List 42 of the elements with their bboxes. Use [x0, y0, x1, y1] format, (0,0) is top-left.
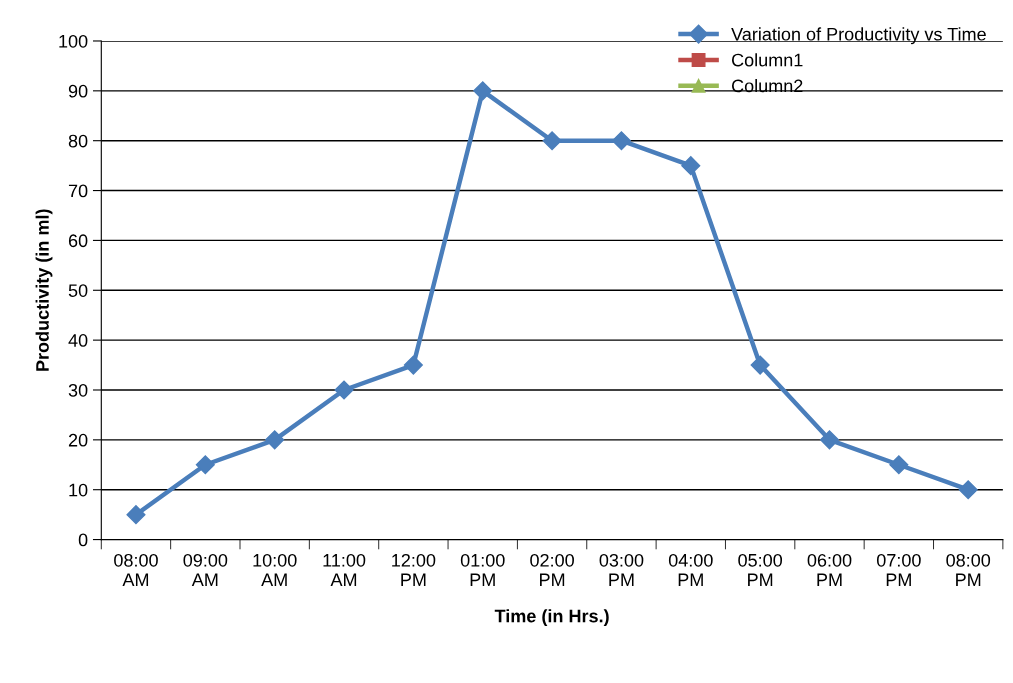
point [403, 355, 423, 375]
x-tick-label: 11:00 AM [323, 553, 366, 586]
point [819, 430, 840, 450]
x-tick-label: 04:00 PM [668, 553, 713, 586]
x-tick-label: 05:00 PM [738, 553, 783, 586]
y-tick-label: 30 [68, 383, 88, 397]
point [195, 455, 215, 475]
y-tick-label: 70 [68, 184, 88, 198]
point [126, 505, 146, 525]
legend-label: Variation of Productivity vs Time [731, 27, 986, 45]
y-tick-label: 0 [78, 533, 88, 547]
point [334, 380, 354, 400]
x-tick-label: 10:00 AM [253, 553, 297, 586]
point [611, 131, 631, 151]
x-tick-label: 02:00 PM [530, 553, 574, 586]
y-tick-label: 90 [68, 84, 88, 98]
y-tick-label: 40 [68, 334, 88, 347]
y-tick-label: 50 [68, 284, 88, 297]
point [542, 131, 562, 151]
point [889, 455, 909, 475]
x-tick-label: 06:00 PM [807, 553, 852, 586]
legend-label: Column1 [731, 53, 803, 67]
legend-label: Column2 [731, 79, 803, 93]
point [473, 81, 493, 101]
y-tick-label: 60 [68, 234, 88, 248]
x-tick-label: 08:00 AM [114, 553, 158, 586]
point [265, 430, 285, 450]
y-axis-title: Productivity (in ml) [35, 209, 53, 371]
y-tick-label: 100 [59, 34, 88, 48]
x-axis-title: Time (in Hrs.) [494, 609, 609, 627]
y-tick-label: 80 [68, 134, 88, 148]
x-tick-label: 09:00 AM [183, 553, 228, 586]
y-tick-label: 20 [68, 433, 88, 447]
x-tick-label: 01:00 PM [460, 553, 505, 586]
x-tick-label: 03:00 PM [599, 553, 644, 586]
point [681, 156, 701, 176]
x-tick-label: 12:00 PM [392, 553, 436, 586]
x-tick-label: 08:00 PM [946, 553, 991, 586]
point [750, 355, 770, 375]
y-tick-label: 10 [69, 483, 88, 497]
x-tick-label: 07:00 PM [876, 553, 921, 586]
point [958, 480, 978, 500]
